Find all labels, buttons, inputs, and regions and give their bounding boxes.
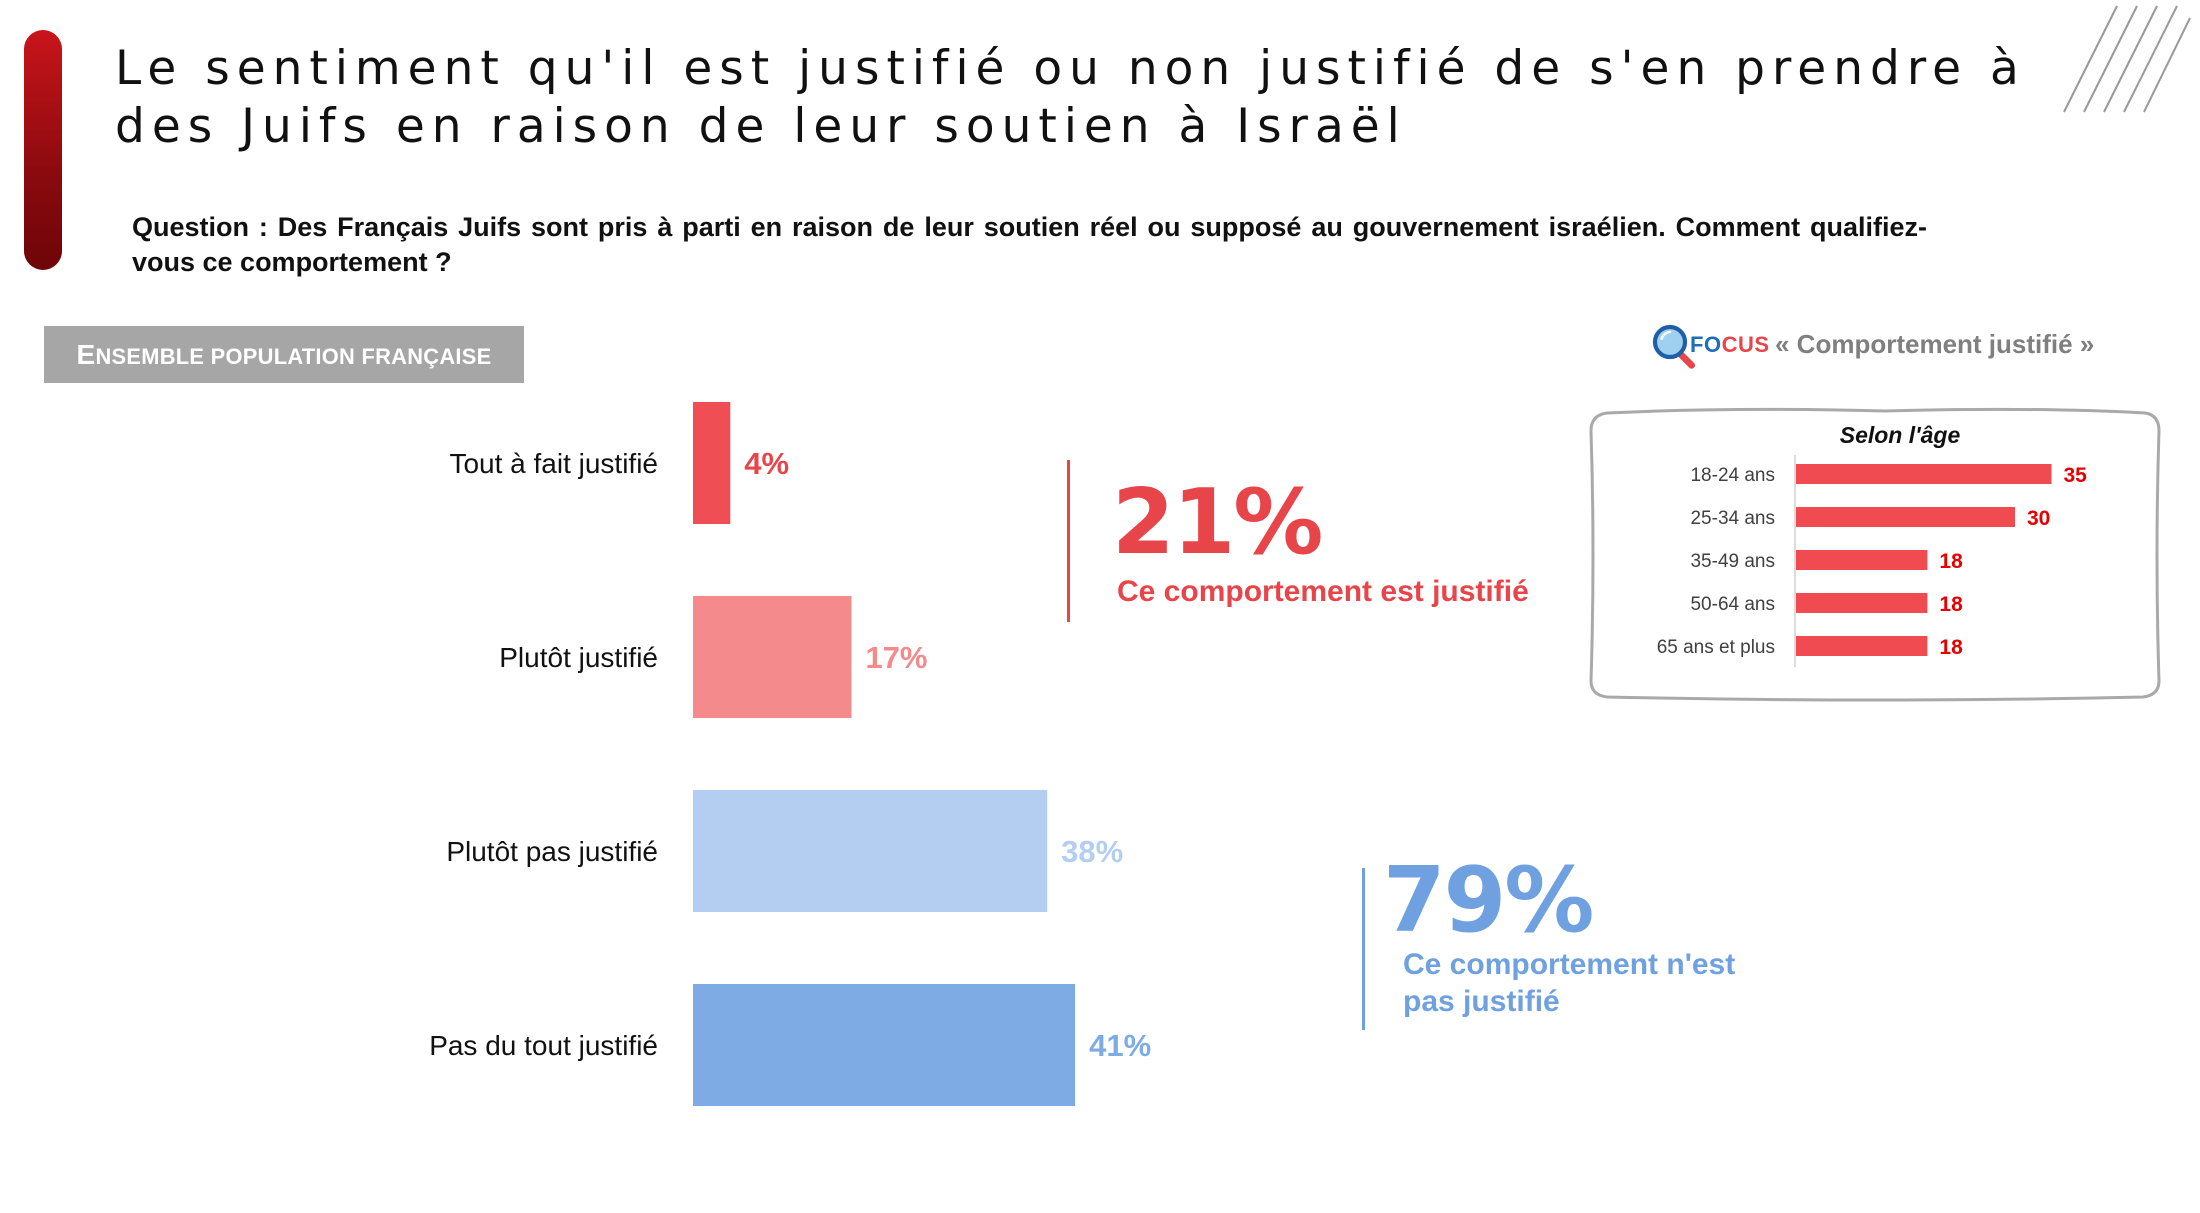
bar <box>693 402 731 524</box>
focus-logo-text: FOCUS <box>1690 332 1770 358</box>
focus-bar <box>1796 550 1928 570</box>
category-label: Pas du tout justifié <box>429 1030 658 1061</box>
focus-chart-heading: Selon l'âge <box>1839 422 1961 448</box>
category-label: Plutôt pas justifié <box>446 836 658 867</box>
focus-bar <box>1796 593 1928 613</box>
focus-bar <box>1796 507 2015 527</box>
focus-category-label: 65 ans et plus <box>1657 637 1775 658</box>
bar-value-label: 4% <box>744 446 789 481</box>
bar <box>693 790 1048 912</box>
focus-category-label: 25-34 ans <box>1690 508 1775 529</box>
section-badge-initial: E <box>76 339 96 370</box>
bar-value-label: 17% <box>865 640 927 675</box>
category-label: Tout à fait justifié <box>449 448 658 479</box>
survey-question: Question : Des Français Juifs sont pris … <box>132 212 1927 277</box>
bar-value-label: 41% <box>1089 1028 1151 1063</box>
focus-bar <box>1796 464 2052 484</box>
focus-bar-value-label: 18 <box>1939 636 1963 659</box>
not-justified-total-label-line2: pas justifié <box>1403 985 1560 1018</box>
category-label: Plutôt justifié <box>499 642 658 673</box>
focus-bar-value-label: 30 <box>2027 507 2050 530</box>
not-justified-total-label-line1: Ce comportement n'est <box>1403 948 1736 981</box>
focus-bar-value-label: 35 <box>2064 464 2088 487</box>
focus-age-chart: Selon l'âge 18-24 ans 35 25-34 ans 30 35-49 a… <box>1589 407 2161 702</box>
focus-subtitle: « Comportement justifié » <box>1775 329 2095 359</box>
focus-category-label: 50-64 ans <box>1690 594 1775 615</box>
focus-category-label: 35-49 ans <box>1690 551 1775 572</box>
focus-category-label: 18-24 ans <box>1690 465 1775 486</box>
not-justified-total-pct: 79% <box>1383 848 1594 953</box>
bar <box>693 984 1076 1106</box>
bar-value-label: 38% <box>1061 834 1123 869</box>
section-badge-text: nsemble population française <box>95 344 492 369</box>
justified-total-pct: 21% <box>1112 470 1323 575</box>
bar <box>693 596 852 718</box>
section-badge: Ensemble population française <box>44 326 524 383</box>
justified-divider <box>1067 460 1070 622</box>
accent-bar <box>24 30 62 270</box>
focus-logo-cus: CUS <box>1721 332 1770 357</box>
focus-logo-fo: FO <box>1690 332 1722 357</box>
justified-total-label: Ce comportement est justifié <box>1117 575 1529 608</box>
focus-bar-value-label: 18 <box>1939 593 1963 616</box>
decorative-hatch <box>2063 5 2191 113</box>
focus-bar <box>1796 636 1928 656</box>
not-justified-divider <box>1362 868 1365 1030</box>
magnifier-icon <box>1652 324 1695 369</box>
focus-bar-value-label: 18 <box>1939 550 1963 573</box>
slide-title: Le sentiment qu'il est justifié ou non j… <box>115 41 2026 154</box>
